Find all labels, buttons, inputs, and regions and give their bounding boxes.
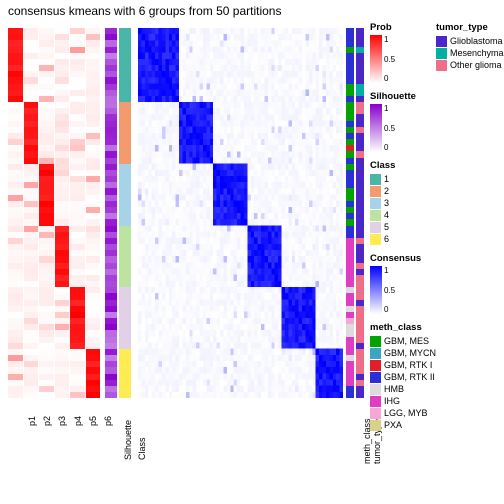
p-col-6	[86, 28, 101, 398]
consensus-heatmap	[138, 28, 343, 398]
xlabel-p1: p1	[27, 416, 37, 426]
xlabel-p6: p6	[103, 416, 113, 426]
xlabel-p4: p4	[73, 416, 83, 426]
xlabel-p3: p3	[57, 416, 67, 426]
p-col-1	[8, 28, 23, 398]
xlabel-p5: p5	[88, 416, 98, 426]
p-col-2	[24, 28, 39, 398]
legend-panel: Prob10.50Silhouette10.50Class123456Conse…	[370, 22, 502, 439]
tumor-type-column	[356, 28, 364, 398]
p-col-3	[39, 28, 54, 398]
tumor-type-legend: tumor_typeGlioblastomaMesenchymalOther g…	[436, 22, 502, 79]
xlabel-p2: p2	[42, 416, 52, 426]
probability-columns	[8, 28, 100, 398]
page-title: consensus kmeans with 6 groups from 50 p…	[8, 4, 281, 18]
p-col-5	[70, 28, 85, 398]
p-col-4	[55, 28, 70, 398]
silhouette-column	[105, 28, 117, 398]
meth-class-column	[346, 28, 354, 398]
class-column	[119, 28, 131, 398]
